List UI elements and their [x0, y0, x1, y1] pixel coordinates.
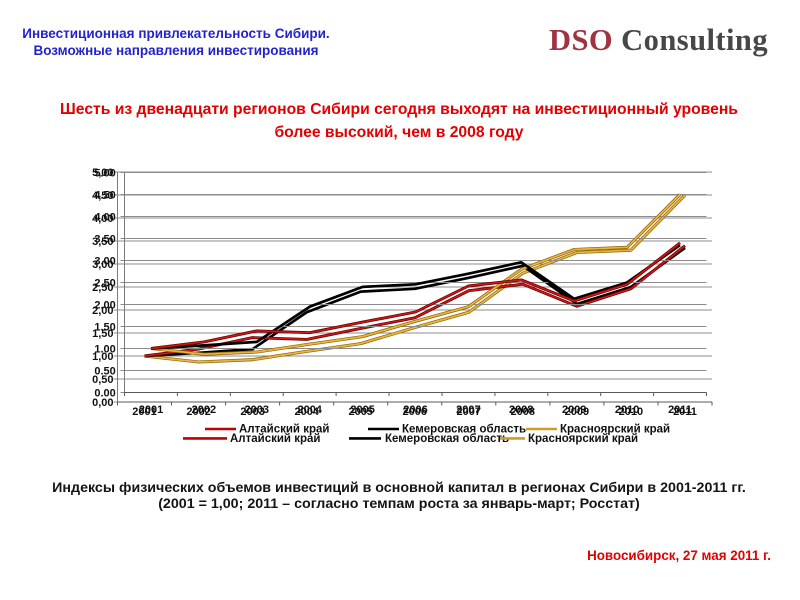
svg-text:2003: 2003 [245, 404, 269, 416]
svg-text:0,50: 0,50 [92, 374, 113, 386]
svg-text:2006: 2006 [403, 406, 427, 418]
svg-text:2003: 2003 [240, 406, 264, 418]
svg-text:2008: 2008 [511, 406, 535, 418]
svg-text:Кемеровская область: Кемеровская область [402, 423, 526, 435]
svg-text:5,00: 5,00 [92, 167, 113, 179]
svg-text:4,50: 4,50 [92, 190, 113, 202]
svg-text:2.50: 2.50 [94, 277, 115, 289]
svg-text:0.50: 0.50 [94, 365, 115, 377]
svg-text:2009: 2009 [562, 404, 586, 416]
svg-text:2010: 2010 [615, 404, 639, 416]
svg-text:1,00: 1,00 [92, 351, 113, 363]
svg-text:5.00: 5.00 [94, 167, 115, 179]
svg-text:4.50: 4.50 [94, 189, 115, 201]
svg-text:2011: 2011 [673, 406, 697, 418]
svg-text:1.50: 1.50 [94, 321, 115, 333]
svg-text:2001: 2001 [139, 404, 163, 416]
svg-text:1.00: 1.00 [94, 343, 115, 355]
svg-text:3.50: 3.50 [94, 233, 115, 245]
svg-text:2.00: 2.00 [94, 299, 115, 311]
svg-text:0,00: 0,00 [92, 397, 113, 409]
svg-text:2005: 2005 [348, 406, 372, 418]
svg-text:2002: 2002 [186, 406, 210, 418]
svg-text:2007: 2007 [456, 404, 480, 416]
svg-text:Алтайский край: Алтайский край [239, 423, 329, 435]
svg-text:2,00: 2,00 [92, 305, 113, 317]
svg-text:Алтайский край: Алтайский край [230, 433, 320, 445]
svg-text:4.00: 4.00 [94, 211, 115, 223]
svg-text:Красноярский край: Красноярский край [528, 433, 638, 445]
svg-text:2008: 2008 [509, 404, 533, 416]
svg-text:2,50: 2,50 [92, 282, 113, 294]
svg-text:2004: 2004 [294, 406, 319, 418]
svg-text:2004: 2004 [297, 404, 322, 416]
svg-text:1,50: 1,50 [92, 328, 113, 340]
svg-text:2010: 2010 [619, 406, 643, 418]
svg-text:2001: 2001 [132, 406, 156, 418]
svg-text:2007: 2007 [457, 406, 481, 418]
svg-text:Кемеровская область: Кемеровская область [385, 433, 509, 445]
svg-text:3,00: 3,00 [92, 259, 113, 271]
svg-text:2011: 2011 [668, 404, 692, 416]
svg-text:3,50: 3,50 [92, 236, 113, 248]
svg-text:0.00: 0.00 [94, 387, 115, 399]
svg-text:2009: 2009 [565, 406, 589, 418]
svg-text:Красноярский край: Красноярский край [560, 423, 670, 435]
svg-text:2002: 2002 [192, 404, 216, 416]
svg-text:2005: 2005 [350, 404, 374, 416]
svg-text:2006: 2006 [403, 404, 427, 416]
svg-text:3.00: 3.00 [94, 255, 115, 267]
svg-text:4,00: 4,00 [92, 213, 113, 225]
